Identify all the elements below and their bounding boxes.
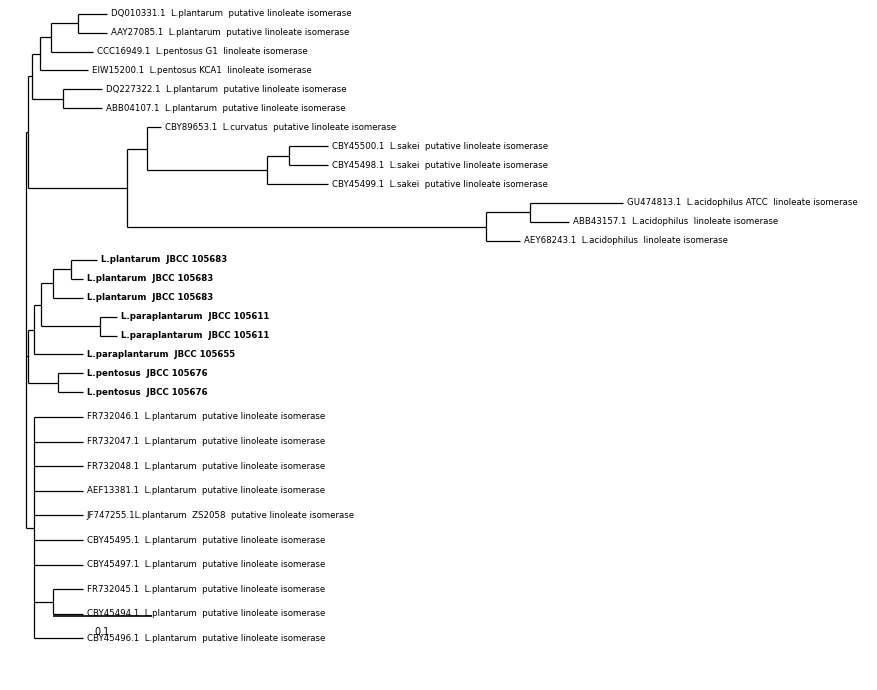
Text: L.paraplantarum  JBCC 105611: L.paraplantarum JBCC 105611	[121, 331, 269, 340]
Text: FR732046.1  L.plantarum  putative linoleate isomerase: FR732046.1 L.plantarum putative linoleat…	[87, 413, 324, 422]
Text: 0.1: 0.1	[95, 627, 110, 637]
Text: FR732047.1  L.plantarum  putative linoleate isomerase: FR732047.1 L.plantarum putative linoleat…	[87, 437, 324, 446]
Text: L.pentosus  JBCC 105676: L.pentosus JBCC 105676	[87, 369, 207, 378]
Text: L.paraplantarum  JBCC 105611: L.paraplantarum JBCC 105611	[121, 312, 269, 321]
Text: CBY45497.1  L.plantarum  putative linoleate isomerase: CBY45497.1 L.plantarum putative linoleat…	[87, 560, 324, 569]
Text: JF747255.1L.plantarum  ZS2058  putative linoleate isomerase: JF747255.1L.plantarum ZS2058 putative li…	[87, 511, 354, 520]
Text: CBY45494.1  L.plantarum  putative linoleate isomerase: CBY45494.1 L.plantarum putative linoleat…	[87, 609, 324, 618]
Text: L.plantarum  JBCC 105683: L.plantarum JBCC 105683	[87, 293, 213, 302]
Text: EIW15200.1  L.pentosus KCA1  linoleate isomerase: EIW15200.1 L.pentosus KCA1 linoleate iso…	[91, 66, 311, 75]
Text: L.pentosus  JBCC 105676: L.pentosus JBCC 105676	[87, 388, 207, 397]
Text: CBY45498.1  L.sakei  putative linoleate isomerase: CBY45498.1 L.sakei putative linoleate is…	[332, 161, 547, 170]
Text: ABB43157.1  L.acidophilus  linoleate isomerase: ABB43157.1 L.acidophilus linoleate isome…	[573, 217, 777, 226]
Text: CBY45499.1  L.sakei  putative linoleate isomerase: CBY45499.1 L.sakei putative linoleate is…	[332, 179, 547, 188]
Text: AEF13381.1  L.plantarum  putative linoleate isomerase: AEF13381.1 L.plantarum putative linoleat…	[87, 486, 324, 495]
Text: AAY27085.1  L.plantarum  putative linoleate isomerase: AAY27085.1 L.plantarum putative linoleat…	[111, 28, 349, 37]
Text: FR732048.1  L.plantarum  putative linoleate isomerase: FR732048.1 L.plantarum putative linoleat…	[87, 462, 324, 471]
Text: CBY45500.1  L.sakei  putative linoleate isomerase: CBY45500.1 L.sakei putative linoleate is…	[332, 141, 548, 150]
Text: DQ227322.1  L.plantarum  putative linoleate isomerase: DQ227322.1 L.plantarum putative linoleat…	[106, 85, 346, 94]
Text: ABB04107.1  L.plantarum  putative linoleate isomerase: ABB04107.1 L.plantarum putative linoleat…	[106, 104, 346, 112]
Text: CCC16949.1  L.pentosus G1  linoleate isomerase: CCC16949.1 L.pentosus G1 linoleate isome…	[96, 47, 307, 56]
Text: CBY45496.1  L.plantarum  putative linoleate isomerase: CBY45496.1 L.plantarum putative linoleat…	[87, 634, 324, 643]
Text: CBY45495.1  L.plantarum  putative linoleate isomerase: CBY45495.1 L.plantarum putative linoleat…	[87, 535, 324, 544]
Text: L.plantarum  JBCC 105683: L.plantarum JBCC 105683	[102, 255, 227, 264]
Text: CBY89653.1  L.curvatus  putative linoleate isomerase: CBY89653.1 L.curvatus putative linoleate…	[165, 123, 396, 132]
Text: DQ010331.1  L.plantarum  putative linoleate isomerase: DQ010331.1 L.plantarum putative linoleat…	[111, 9, 352, 18]
Text: FR732045.1  L.plantarum  putative linoleate isomerase: FR732045.1 L.plantarum putative linoleat…	[87, 584, 324, 594]
Text: GU474813.1  L.acidophilus ATCC  linoleate isomerase: GU474813.1 L.acidophilus ATCC linoleate …	[626, 199, 857, 208]
Text: L.paraplantarum  JBCC 105655: L.paraplantarum JBCC 105655	[87, 350, 234, 359]
Text: L.plantarum  JBCC 105683: L.plantarum JBCC 105683	[87, 274, 213, 283]
Text: AEY68243.1  L.acidophilus  linoleate isomerase: AEY68243.1 L.acidophilus linoleate isome…	[524, 237, 727, 246]
